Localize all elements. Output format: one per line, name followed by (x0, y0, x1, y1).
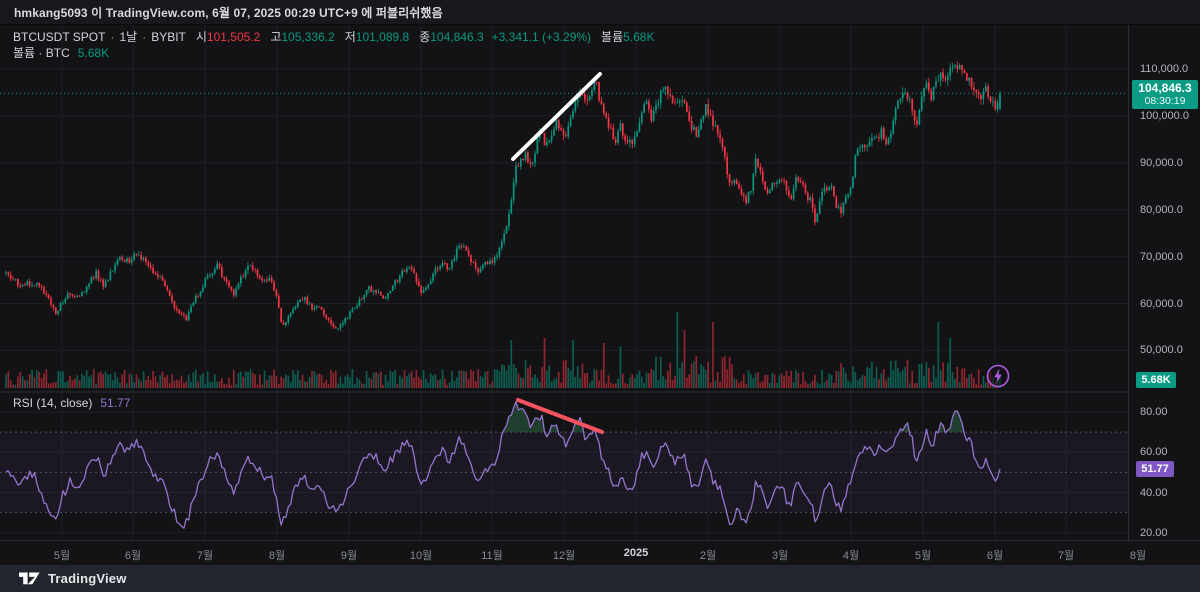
rsi-axis-badge[interactable]: 51.77 (1136, 461, 1174, 477)
time-axis-label: 3월 (771, 550, 789, 562)
price-axis-label: 50,000.0 (1140, 344, 1183, 356)
high-value: 105,336.2 (281, 29, 335, 44)
footer-bar: TradingView (0, 565, 1200, 592)
publish-info-text: hmkang5093 이 TradingView.com, 6월 07, 202… (14, 5, 443, 20)
price-axis-label: 100,000.0 (1140, 110, 1189, 122)
price-axis-label: 60,000.0 (1140, 298, 1183, 310)
volume-label: 볼륨 (601, 30, 624, 44)
volume-study-value: 5.68K (77, 45, 110, 60)
change-value: +3,341.1 (+3.29%) (491, 29, 592, 44)
time-axis-label: 10월 (409, 550, 433, 562)
lightning-icon (986, 364, 1010, 388)
boost-lightning-button[interactable] (985, 363, 1011, 389)
publish-header: hmkang5093 이 TradingView.com, 6월 07, 202… (0, 0, 1200, 25)
rsi-axis-label: 40.00 (1140, 487, 1168, 499)
rsi-study-title[interactable]: RSI (14, close) (13, 396, 93, 410)
tradingview-logo-icon[interactable] (18, 571, 41, 586)
legend-separator: · (142, 29, 147, 44)
volume-value: 5.68K (623, 29, 655, 44)
time-axis-label: 4월 (842, 550, 860, 562)
countdown-timer: 08:30:19 (1144, 95, 1186, 107)
time-axis-label: 5월 (914, 550, 932, 562)
rsi-axis-label: 20.00 (1140, 527, 1168, 539)
time-axis-label: 8월 (268, 550, 286, 562)
price-axis-label: 110,000.0 (1140, 63, 1189, 75)
low-label: 저 (344, 30, 356, 44)
legend-separator: · (110, 29, 115, 44)
high-label: 고 (270, 30, 282, 44)
interval-label[interactable]: 1날 (119, 30, 138, 44)
time-axis-label: 2025 (623, 547, 649, 559)
symbol-legend-row[interactable]: BTCUSDT SPOT · 1날 · BYBIT 시 101,505.2 고 10… (13, 28, 654, 45)
rsi-axis-label: 60.00 (1140, 446, 1168, 458)
price-axis-label: 90,000.0 (1140, 157, 1183, 169)
price-axis-label: 80,000.0 (1140, 204, 1183, 216)
volume-study-title[interactable]: 볼륨 · BTC (13, 46, 70, 60)
current-price-badge[interactable]: 104,846.3 08:30:19 (1132, 80, 1198, 109)
time-axis-label: 12월 (552, 550, 576, 562)
time-axis-label: 2월 (699, 550, 717, 562)
rsi-study-value: 51.77 (100, 396, 131, 410)
time-axis-label: 8월 (1129, 550, 1147, 562)
time-axis-label: 9월 (340, 550, 358, 562)
close-label: 종 (419, 30, 431, 44)
time-axis-label: 6월 (124, 550, 142, 562)
close-value: 104,846.3 (430, 29, 484, 44)
time-axis-label: 5월 (53, 550, 71, 562)
symbol-name[interactable]: BTCUSDT SPOT (13, 29, 106, 44)
time-axis-label: 7월 (196, 550, 214, 562)
open-label: 시 (195, 30, 207, 44)
low-value: 101,089.8 (355, 29, 410, 44)
price-axis[interactable]: 104,846.3 08:30:19 5.68K 51.77 110,000.0… (1128, 25, 1200, 540)
time-axis-label: 11월 (481, 550, 503, 562)
rsi-legend-row[interactable]: RSI (14, close) 51.77 (13, 396, 130, 410)
tradingview-brand-text[interactable]: TradingView (48, 571, 127, 586)
volume-legend-row[interactable]: 볼륨 · BTC 5.68K (13, 44, 109, 61)
volume-axis-badge[interactable]: 5.68K (1136, 372, 1176, 388)
time-axis[interactable]: 5월 6월 7월 8월 9월 10월 11월 12월 2025 2월 3월 4월 5월 6월 7월 8월 (0, 540, 1200, 565)
price-axis-label: 70,000.0 (1140, 251, 1183, 263)
open-value: 101,505.2 (206, 29, 261, 44)
exchange-label: BYBIT (151, 29, 186, 44)
chart-canvas[interactable] (0, 25, 1128, 540)
time-axis-label: 6월 (986, 550, 1004, 562)
current-price-value: 104,846.3 (1138, 81, 1192, 95)
time-axis-label: 7월 (1057, 550, 1075, 562)
rsi-axis-label: 80.00 (1140, 406, 1168, 418)
